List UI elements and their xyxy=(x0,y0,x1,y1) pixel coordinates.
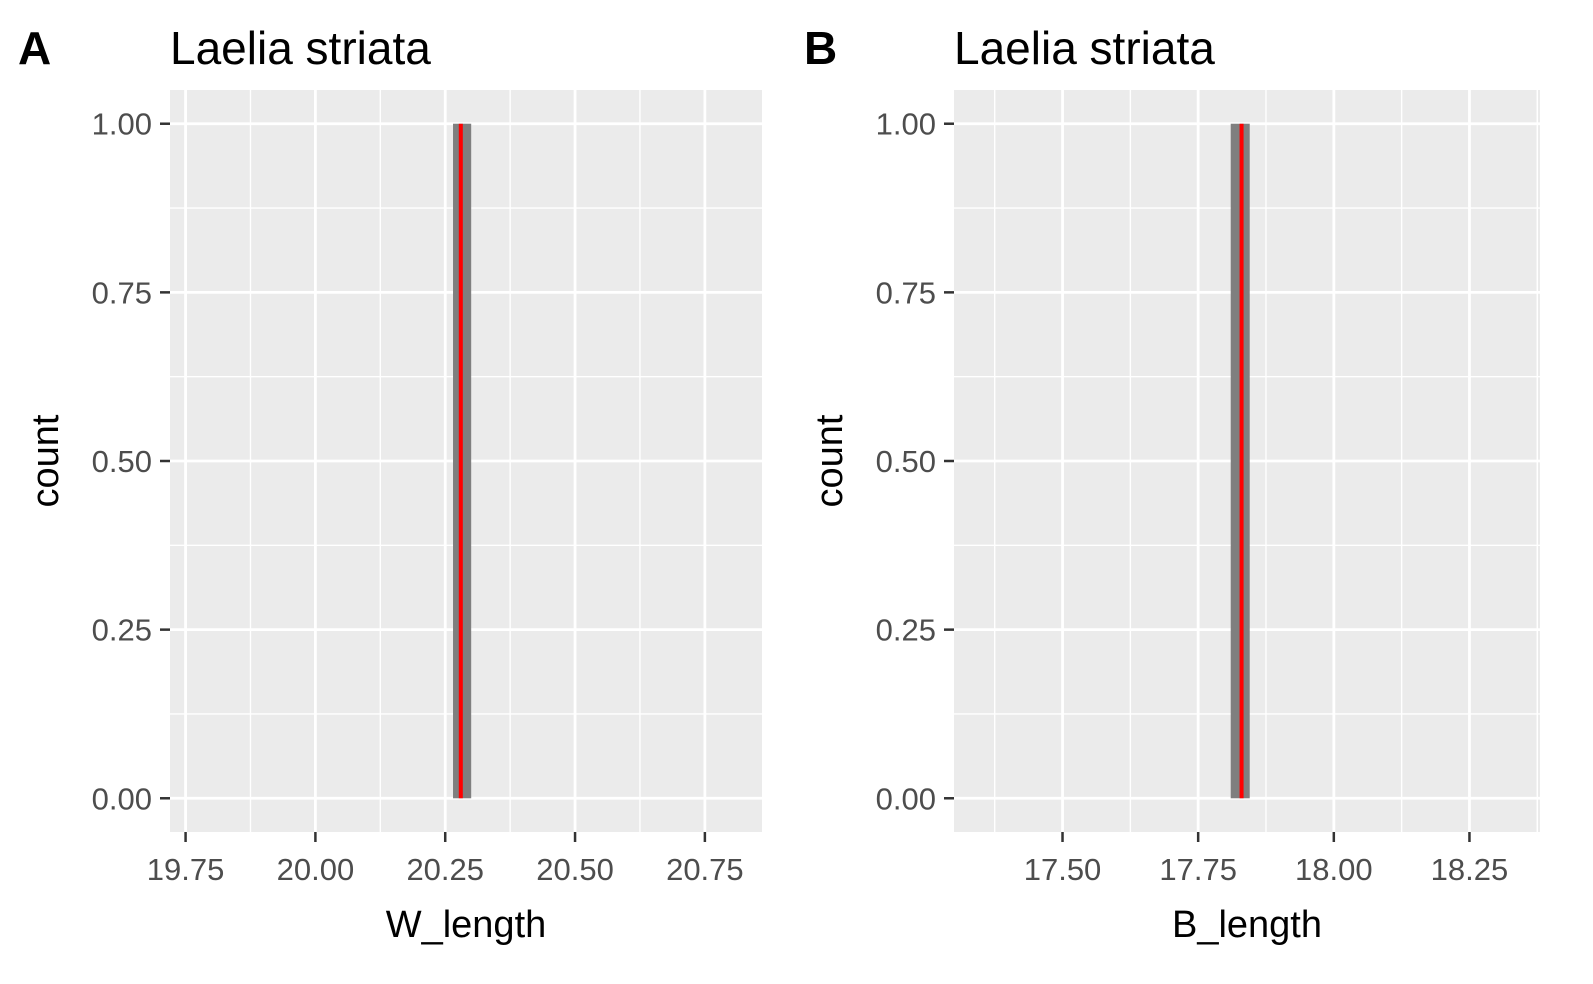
y-tick-label: 0.50 xyxy=(876,444,936,479)
panel-tag: A xyxy=(18,22,51,74)
x-tick-label: 20.75 xyxy=(666,852,744,887)
x-tick-label: 20.00 xyxy=(277,852,355,887)
x-tick-label: 17.75 xyxy=(1159,852,1237,887)
y-tick-label: 1.00 xyxy=(876,107,936,142)
x-tick-label: 19.75 xyxy=(147,852,225,887)
y-tick-label: 0.25 xyxy=(92,613,152,648)
chart-title: Laelia striata xyxy=(170,22,431,74)
y-tick-label: 0.00 xyxy=(92,781,152,816)
y-tick-label: 1.00 xyxy=(92,107,152,142)
chart-panel-a: A Laelia striata 0.00 0.25 0.50 0.75 1.00 19.75… xyxy=(18,22,762,946)
y-tick-label: 0.75 xyxy=(876,275,936,310)
x-tick-label: 20.50 xyxy=(536,852,614,887)
x-axis-title: B_length xyxy=(1172,904,1322,946)
chart-title: Laelia striata xyxy=(954,22,1215,74)
y-axis-title: count xyxy=(25,414,67,507)
x-tick-label: 18.00 xyxy=(1295,852,1373,887)
y-tick-label: 0.75 xyxy=(92,275,152,310)
x-axis-title: W_length xyxy=(386,904,547,946)
y-axis-title: count xyxy=(809,414,851,507)
x-tick-label: 17.50 xyxy=(1024,852,1102,887)
y-tick-label: 0.25 xyxy=(876,613,936,648)
x-tick-label: 20.25 xyxy=(406,852,484,887)
chart-panel-b: B Laelia striata 0.00 0.25 0.50 0.75 1.00 17.50… xyxy=(804,22,1540,946)
y-tick-label: 0.00 xyxy=(876,781,936,816)
panel-tag: B xyxy=(804,22,837,74)
y-tick-label: 0.50 xyxy=(92,444,152,479)
x-tick-label: 18.25 xyxy=(1431,852,1509,887)
